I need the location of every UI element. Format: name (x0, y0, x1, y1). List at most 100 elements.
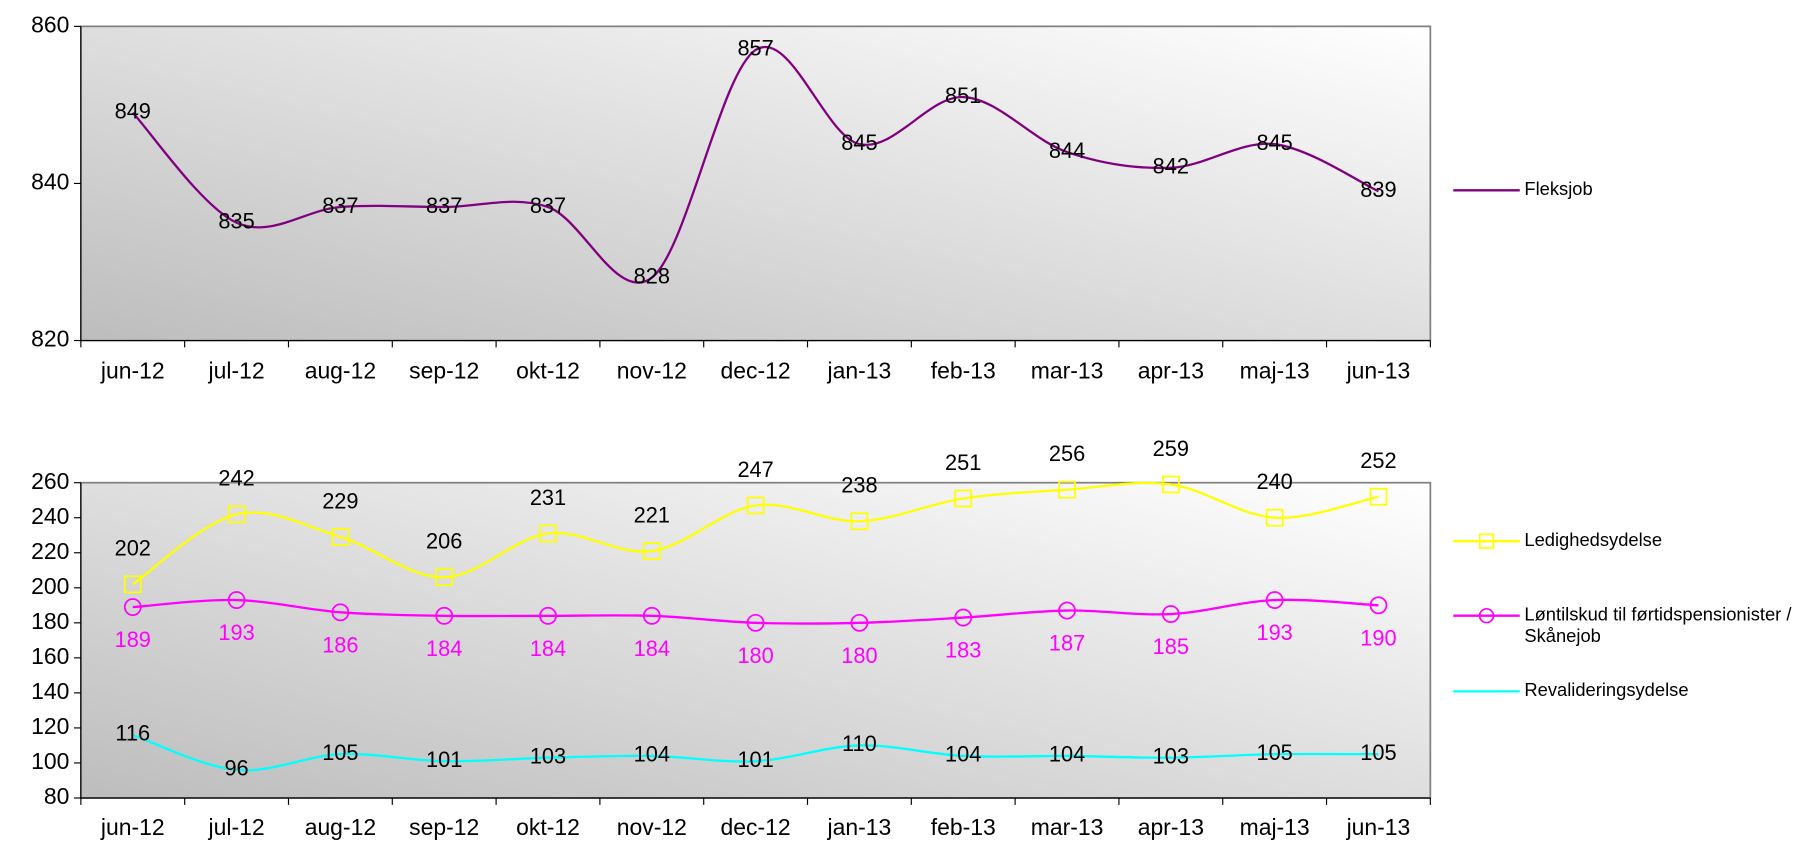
series-line (132, 598, 1379, 625)
legend-label: Ledighedsydelse (1524, 530, 1663, 551)
marker-square (227, 505, 246, 524)
data-label: 857 (737, 36, 773, 61)
data-label: 190 (1360, 625, 1396, 650)
data-label: 828 (634, 263, 670, 288)
x-tick-label: feb-13 (931, 358, 996, 384)
marker-square (642, 542, 661, 560)
marker-square (746, 496, 765, 515)
x-tick-label: feb-13 (931, 814, 996, 840)
data-label: 103 (530, 743, 566, 768)
data-label: 193 (1256, 620, 1292, 645)
data-label: 252 (1360, 448, 1396, 473)
data-label: 851 (945, 83, 981, 108)
marker-circle (123, 598, 142, 616)
marker-square (331, 528, 350, 546)
x-tick-label: mar-13 (1031, 358, 1104, 384)
data-label: 96 (224, 756, 248, 781)
series-line (132, 733, 1379, 772)
x-tick-label: aug-12 (305, 358, 376, 384)
marker-square (123, 575, 142, 594)
data-label: 202 (115, 536, 151, 561)
legend-marker (1478, 533, 1495, 549)
legend-marker (1478, 607, 1495, 624)
y-tick-label: 860 (31, 11, 69, 37)
marker-square (435, 568, 454, 587)
legend-item: Revalideringsydelse (1524, 681, 1689, 701)
data-label: 229 (322, 488, 358, 513)
x-tick-label: jul-12 (208, 814, 265, 840)
data-label: 835 (218, 208, 254, 233)
y-tick-label: 100 (31, 748, 69, 774)
data-label: 240 (1256, 469, 1292, 494)
data-label: 180 (841, 643, 877, 668)
data-label: 189 (115, 627, 151, 652)
x-tick-label: jul-12 (208, 358, 265, 384)
marker-square (1265, 508, 1284, 527)
data-label: 104 (1049, 742, 1085, 767)
x-tick-label: jan-13 (827, 358, 892, 384)
marker-circle (1161, 605, 1180, 623)
data-label: 104 (634, 742, 670, 767)
x-tick-label: mar-13 (1031, 814, 1104, 840)
x-tick-label: aug-12 (305, 814, 376, 840)
data-label: 837 (322, 193, 358, 218)
data-label: 105 (1360, 740, 1396, 765)
x-tick-label: nov-12 (617, 814, 687, 840)
data-label: 184 (634, 636, 670, 661)
x-tick-label: sep-12 (409, 814, 479, 840)
marker-square (850, 512, 869, 531)
marker-circle (1058, 601, 1076, 620)
data-label: 256 (1049, 441, 1085, 466)
series-line (131, 45, 1379, 284)
data-label: 837 (426, 193, 462, 218)
data-label: 839 (1360, 177, 1396, 202)
y-tick-label: 80 (44, 783, 70, 809)
y-tick-label: 160 (31, 643, 69, 669)
legend-label: Revalideringsydelse (1524, 681, 1689, 701)
data-label: 101 (426, 747, 462, 772)
data-label: 247 (737, 457, 773, 482)
data-label: 844 (1049, 138, 1085, 163)
data-label: 103 (1153, 743, 1189, 768)
marker-square (1369, 487, 1388, 506)
data-label: 184 (530, 636, 566, 661)
x-tick-label: maj-13 (1240, 814, 1310, 840)
x-tick-label: okt-12 (516, 358, 580, 384)
y-tick-label: 220 (31, 538, 69, 564)
data-label: 184 (426, 636, 462, 661)
data-label: 183 (945, 638, 981, 663)
data-label: 231 (530, 485, 566, 510)
x-tick-label: jun-12 (100, 358, 165, 384)
legend-item: Ledighedsydelse (1524, 530, 1663, 551)
x-tick-label: apr-13 (1138, 814, 1204, 840)
y-tick-label: 260 (31, 468, 69, 494)
marker-circle (1369, 596, 1388, 615)
data-label: 105 (322, 740, 358, 765)
legend-label: Fleksjob (1524, 180, 1593, 200)
data-label: 110 (842, 731, 877, 756)
x-tick-label: okt-12 (516, 814, 580, 840)
data-label: 238 (841, 473, 877, 498)
data-label: 193 (218, 620, 254, 645)
marker-square (1058, 480, 1076, 499)
data-label: 180 (737, 643, 773, 668)
data-label: 849 (115, 99, 151, 124)
y-tick-label: 200 (31, 573, 69, 599)
data-label: 259 (1153, 436, 1189, 461)
marker-circle (850, 613, 869, 632)
marker-square (539, 524, 557, 543)
data-label: 104 (945, 742, 981, 767)
x-tick-label: jan-13 (827, 814, 892, 840)
y-tick-label: 120 (31, 713, 69, 739)
y-tick-label: 240 (31, 503, 69, 529)
data-label: 101 (737, 747, 773, 772)
data-label: 242 (218, 466, 254, 491)
marker-square (954, 489, 973, 508)
x-tick-label: nov-12 (617, 358, 687, 384)
marker-circle (539, 606, 557, 625)
y-tick-label: 840 (31, 169, 69, 195)
data-label: 251 (945, 450, 981, 475)
plot-area (80, 25, 1432, 342)
